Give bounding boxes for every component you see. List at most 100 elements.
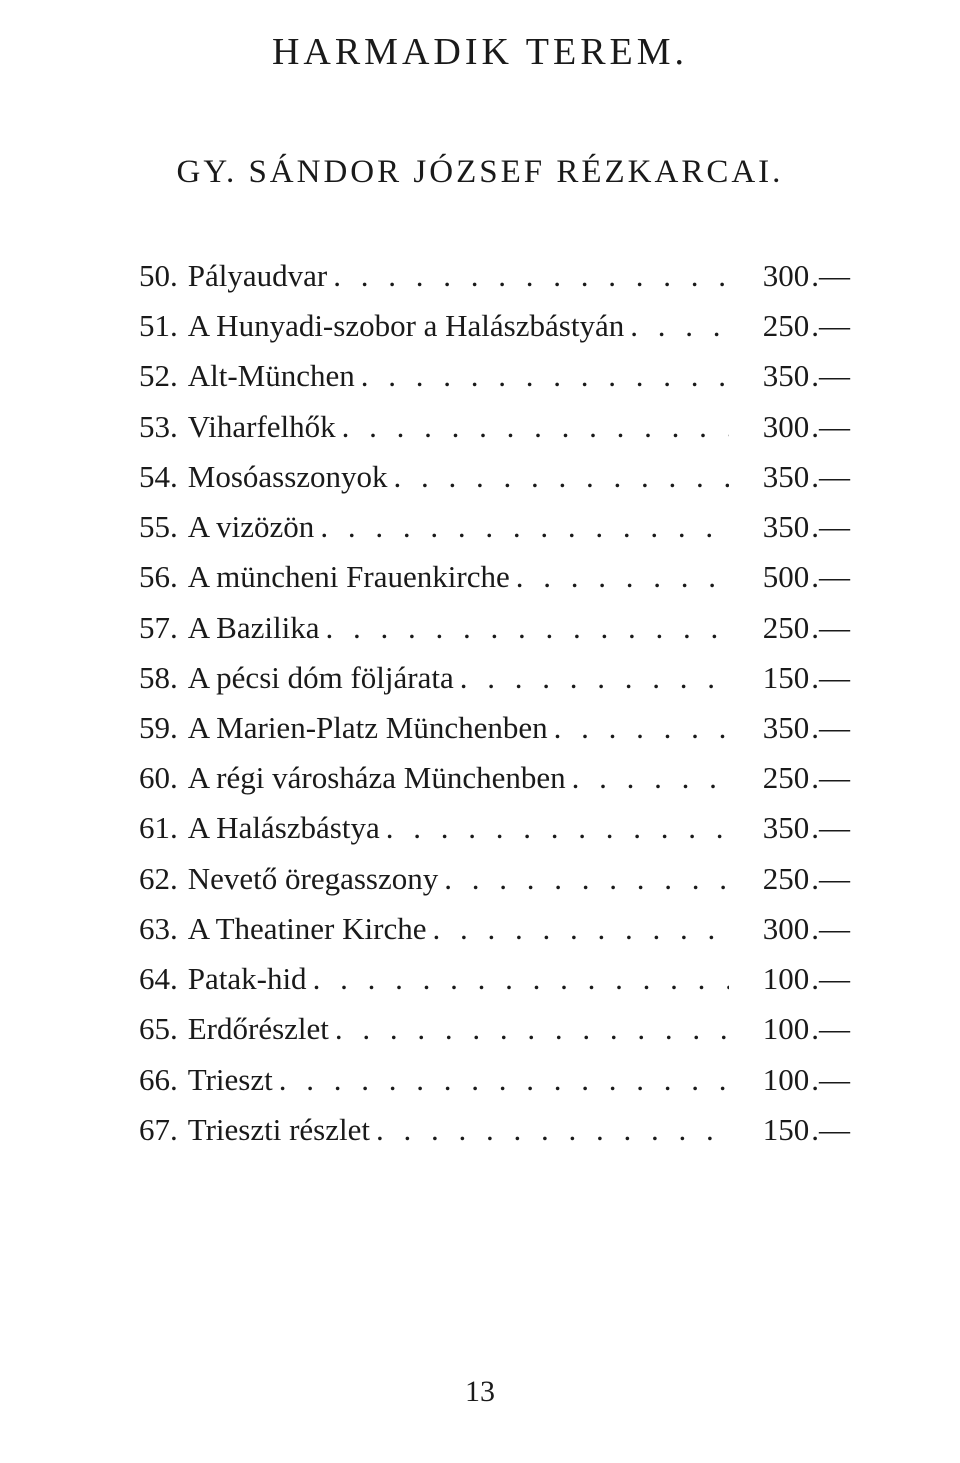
item-number-dot: . — [170, 954, 188, 1004]
price-suffix: .— — [809, 854, 850, 904]
price-suffix: .— — [809, 1105, 850, 1155]
page-number: 13 — [110, 1375, 850, 1409]
item-price: 250 — [729, 603, 809, 653]
item-label: Alt-München — [188, 351, 355, 401]
item-number-dot: . — [170, 1105, 188, 1155]
item-label: Nevető öregasszony — [188, 854, 439, 904]
list-item: 54.Mosóasszonyok. . . . . . . . . . . . … — [110, 452, 850, 502]
item-label: A vizözön — [188, 502, 315, 552]
item-price: 250 — [729, 753, 809, 803]
item-label: A müncheni Frauenkirche — [188, 552, 510, 602]
item-price: 350 — [729, 502, 809, 552]
leader-dots: . . . . . . . . . . . . . . . . . . . . … — [454, 653, 730, 703]
price-suffix: .— — [809, 1004, 850, 1054]
leader-dots: . . . . . . . . . . . . . . . . . . . . … — [388, 452, 730, 502]
item-label: A Hunyadi-szobor a Halászbástyán — [188, 301, 624, 351]
item-number: 60 — [110, 753, 170, 803]
item-number: 53 — [110, 402, 170, 452]
item-number-dot: . — [170, 753, 188, 803]
item-label: Patak-hid — [188, 954, 307, 1004]
price-suffix: .— — [809, 251, 850, 301]
item-price: 300 — [729, 904, 809, 954]
item-label: A Theatiner Kirche — [188, 904, 427, 954]
leader-dots: . . . . . . . . . . . . . . . . . . . . … — [314, 502, 729, 552]
item-label: Trieszt — [188, 1055, 273, 1105]
catalog-list: 50.Pályaudvar. . . . . . . . . . . . . .… — [110, 251, 850, 1155]
item-number: 62 — [110, 854, 170, 904]
list-item: 55.A vizözön. . . . . . . . . . . . . . … — [110, 502, 850, 552]
item-number-dot: . — [170, 803, 188, 853]
leader-dots: . . . . . . . . . . . . . . . . . . . . … — [355, 351, 729, 401]
price-suffix: .— — [809, 402, 850, 452]
leader-dots: . . . . . . . . . . . . . . . . . . . . … — [438, 854, 729, 904]
item-label: Viharfelhők — [188, 402, 336, 452]
price-suffix: .— — [809, 753, 850, 803]
item-number: 50 — [110, 251, 170, 301]
price-suffix: .— — [809, 552, 850, 602]
item-price: 350 — [729, 452, 809, 502]
item-label: Erdőrészlet — [188, 1004, 329, 1054]
price-suffix: .— — [809, 803, 850, 853]
item-number-dot: . — [170, 301, 188, 351]
leader-dots: . . . . . . . . . . . . . . . . . . . . … — [548, 703, 730, 753]
list-item: 63.A Theatiner Kirche. . . . . . . . . .… — [110, 904, 850, 954]
item-number-dot: . — [170, 351, 188, 401]
leader-dots: . . . . . . . . . . . . . . . . . . . . … — [336, 402, 730, 452]
list-item: 53.Viharfelhők. . . . . . . . . . . . . … — [110, 402, 850, 452]
list-item: 57.A Bazilika. . . . . . . . . . . . . .… — [110, 603, 850, 653]
item-label: Trieszti részlet — [188, 1105, 370, 1155]
item-label: A Bazilika — [188, 603, 320, 653]
leader-dots: . . . . . . . . . . . . . . . . . . . . … — [566, 753, 730, 803]
item-price: 250 — [729, 854, 809, 904]
item-price: 150 — [729, 1105, 809, 1155]
item-price: 250 — [729, 301, 809, 351]
leader-dots: . . . . . . . . . . . . . . . . . . . . … — [426, 904, 729, 954]
price-suffix: .— — [809, 653, 850, 703]
item-number: 51 — [110, 301, 170, 351]
price-suffix: .— — [809, 603, 850, 653]
list-item: 59.A Marien-Platz Münchenben. . . . . . … — [110, 703, 850, 753]
item-price: 350 — [729, 351, 809, 401]
item-number-dot: . — [170, 552, 188, 602]
item-number: 59 — [110, 703, 170, 753]
item-price: 350 — [729, 803, 809, 853]
price-suffix: .— — [809, 904, 850, 954]
price-suffix: .— — [809, 301, 850, 351]
page-title: HARMADIK TEREM. — [110, 30, 850, 74]
price-suffix: .— — [809, 351, 850, 401]
item-number: 63 — [110, 904, 170, 954]
item-label: Pályaudvar — [188, 251, 327, 301]
item-label: A Marien-Platz Münchenben — [188, 703, 548, 753]
item-number-dot: . — [170, 603, 188, 653]
item-number: 54 — [110, 452, 170, 502]
item-number: 65 — [110, 1004, 170, 1054]
list-item: 65.Erdőrészlet. . . . . . . . . . . . . … — [110, 1004, 850, 1054]
list-item: 61.A Halászbástya. . . . . . . . . . . .… — [110, 803, 850, 853]
list-item: 66.Trieszt. . . . . . . . . . . . . . . … — [110, 1055, 850, 1105]
item-number-dot: . — [170, 653, 188, 703]
list-item: 51.A Hunyadi-szobor a Halászbástyán. . .… — [110, 301, 850, 351]
price-suffix: .— — [809, 502, 850, 552]
list-item: 64.Patak-hid. . . . . . . . . . . . . . … — [110, 954, 850, 1004]
item-number: 64 — [110, 954, 170, 1004]
price-suffix: .— — [809, 954, 850, 1004]
item-number-dot: . — [170, 1004, 188, 1054]
price-suffix: .— — [809, 452, 850, 502]
item-number-dot: . — [170, 251, 188, 301]
leader-dots: . . . . . . . . . . . . . . . . . . . . … — [380, 803, 730, 853]
item-price: 100 — [729, 1055, 809, 1105]
item-number: 55 — [110, 502, 170, 552]
item-number-dot: . — [170, 703, 188, 753]
item-number-dot: . — [170, 1055, 188, 1105]
item-number: 61 — [110, 803, 170, 853]
price-suffix: .— — [809, 1055, 850, 1105]
item-number: 58 — [110, 653, 170, 703]
list-item: 58.A pécsi dóm följárata. . . . . . . . … — [110, 653, 850, 703]
item-price: 100 — [729, 954, 809, 1004]
item-label: A régi városháza Münchenben — [188, 753, 566, 803]
item-number-dot: . — [170, 452, 188, 502]
item-number: 52 — [110, 351, 170, 401]
item-label: A Halászbástya — [188, 803, 380, 853]
item-price: 300 — [729, 251, 809, 301]
section-subtitle: GY. SÁNDOR JÓZSEF RÉZKARCAI. — [110, 154, 850, 191]
